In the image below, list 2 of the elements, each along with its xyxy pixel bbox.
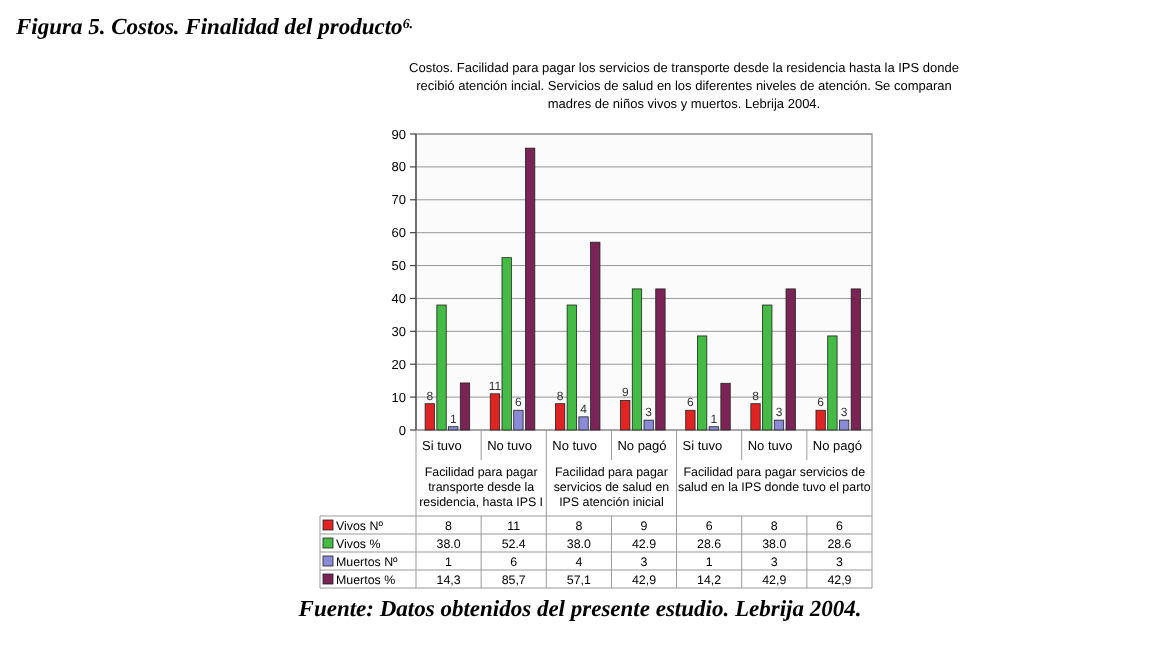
text: Figura 5. Costos. Finalidad del producto$^{6.}$ (14, 16, 414, 40)
source-note: Fuente: Datos obtenidos del presente estudio. Lebrija 2004. (296, 598, 862, 622)
